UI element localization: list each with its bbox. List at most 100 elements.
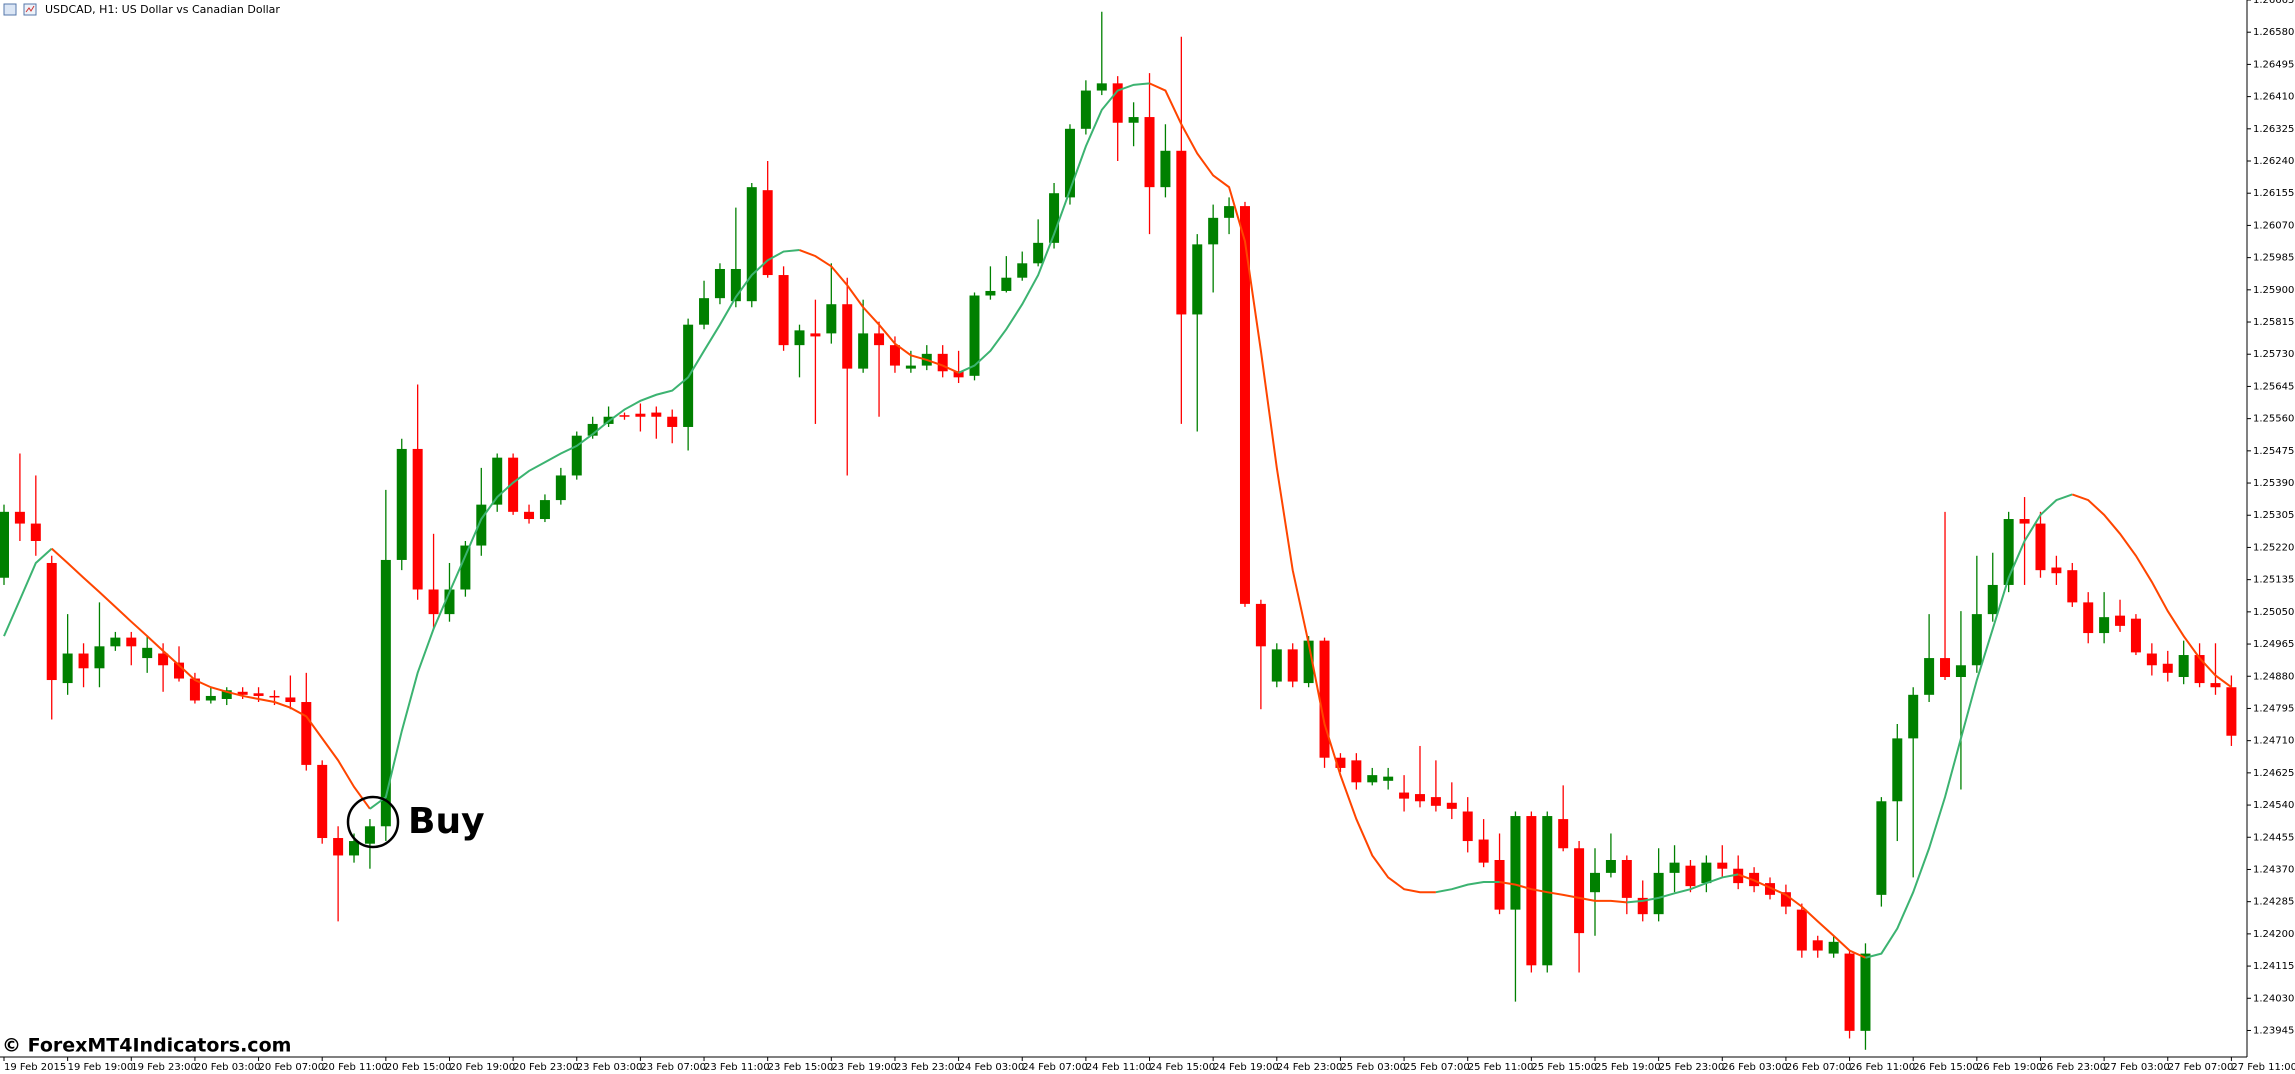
candle-body <box>1653 872 1664 915</box>
candle-body <box>253 693 264 696</box>
candle-body <box>46 562 57 681</box>
candle-body <box>317 764 328 839</box>
candle-body <box>714 268 725 299</box>
y-tick-label: 1.26410 <box>2253 92 2294 103</box>
candle-body <box>1080 90 1091 129</box>
candle-body <box>1255 603 1266 647</box>
plot-area <box>0 11 2237 1050</box>
y-tick-label: 1.25730 <box>2253 349 2294 360</box>
x-tick-label: 20 Feb 19:00 <box>449 1062 515 1073</box>
candle-body <box>1542 816 1553 966</box>
candle-body <box>730 268 741 302</box>
x-tick-label: 27 Feb 03:00 <box>2104 1062 2170 1073</box>
y-tick-label: 1.24115 <box>2253 961 2294 972</box>
candle-body <box>2210 683 2221 688</box>
candle-body <box>1892 738 1903 802</box>
candle-body <box>1096 83 1107 91</box>
y-tick-label: 1.24370 <box>2253 864 2294 875</box>
candle-body <box>444 589 455 615</box>
ma-line <box>1865 493 2073 959</box>
y-tick-label: 1.25305 <box>2253 510 2294 521</box>
candle-body <box>524 511 535 520</box>
candle-body <box>2115 615 2126 626</box>
candle-body <box>476 504 487 546</box>
candle-body <box>667 416 678 427</box>
x-tick-label: 26 Feb 23:00 <box>2040 1062 2106 1073</box>
annotation: Buy <box>408 801 485 842</box>
candle-body <box>1701 862 1712 884</box>
candle-body <box>1844 953 1855 1031</box>
x-tick-label: 24 Feb 23:00 <box>1277 1062 1343 1073</box>
candle-body <box>158 653 169 666</box>
x-tick-label: 20 Feb 23:00 <box>513 1062 579 1073</box>
x-tick-label: 24 Feb 03:00 <box>959 1062 1025 1073</box>
candle-body <box>969 295 980 376</box>
candle-body <box>301 702 312 765</box>
y-tick-label: 1.24965 <box>2253 639 2294 650</box>
candle-body <box>1176 150 1187 315</box>
candle-body <box>30 523 41 542</box>
candle-body <box>1780 892 1791 907</box>
candle-body <box>746 187 757 302</box>
candle-body <box>1908 694 1919 739</box>
candle-body <box>953 371 964 378</box>
candle-body <box>1955 665 1966 678</box>
y-tick-label: 1.23945 <box>2253 1025 2294 1036</box>
candle-body <box>1494 859 1505 910</box>
y-tick-label: 1.25900 <box>2253 285 2294 296</box>
x-tick-label: 23 Feb 11:00 <box>704 1062 770 1073</box>
candle-body <box>2003 519 2014 585</box>
candle-body <box>1574 848 1585 934</box>
candle-body <box>1351 760 1362 783</box>
ma-line <box>1149 82 1436 894</box>
y-tick-label: 1.24030 <box>2253 993 2294 1004</box>
candle-body <box>1590 872 1600 893</box>
y-tick-label: 1.26070 <box>2253 220 2294 231</box>
candle-body <box>78 653 89 669</box>
candle-body <box>1876 801 1887 895</box>
chart-title: USDCAD, H1: US Dollar vs Canadian Dollar <box>45 3 280 16</box>
candle-body <box>874 333 885 346</box>
candle-body <box>1414 794 1425 802</box>
y-tick-label: 1.25220 <box>2253 542 2294 553</box>
candle-body <box>1558 819 1569 849</box>
candle-body <box>1144 117 1155 188</box>
candle-body <box>364 826 375 844</box>
x-tick-label: 27 Feb 07:00 <box>2168 1062 2234 1073</box>
ma-line <box>958 82 1150 374</box>
y-tick-label: 1.25815 <box>2253 317 2294 328</box>
x-tick-label: 25 Feb 15:00 <box>1531 1062 1597 1073</box>
candle-body <box>1367 775 1378 783</box>
x-tick-label: 24 Feb 11:00 <box>1086 1062 1152 1073</box>
candle-body <box>237 691 248 695</box>
candle-body <box>778 275 789 346</box>
candle-body <box>126 637 137 647</box>
candle-body <box>1924 658 1935 695</box>
x-tick-label: 25 Feb 11:00 <box>1468 1062 1534 1073</box>
x-tick-label: 26 Feb 15:00 <box>1913 1062 1979 1073</box>
candle-body <box>189 678 200 701</box>
candle-body <box>1224 206 1235 218</box>
candle-body <box>460 545 471 590</box>
candle-body <box>508 457 519 512</box>
y-tick-label: 1.25560 <box>2253 414 2294 425</box>
candle-body <box>142 647 153 659</box>
x-tick-label: 20 Feb 15:00 <box>386 1062 452 1073</box>
candle-body <box>619 415 630 417</box>
candle-body <box>985 290 996 296</box>
candle-body <box>1112 83 1123 123</box>
y-tick-label: 1.24795 <box>2253 703 2294 714</box>
candle-body <box>62 653 73 684</box>
candle-body <box>794 330 805 346</box>
candle-body <box>1049 193 1060 243</box>
candle-body <box>826 304 837 334</box>
candle-body <box>412 448 423 590</box>
candle-body <box>14 511 25 524</box>
candle-body <box>1796 909 1807 951</box>
candle-body <box>1446 802 1457 809</box>
y-tick-label: 1.25135 <box>2253 575 2294 586</box>
y-tick-label: 1.24285 <box>2253 897 2294 908</box>
candle-body <box>1303 640 1314 684</box>
